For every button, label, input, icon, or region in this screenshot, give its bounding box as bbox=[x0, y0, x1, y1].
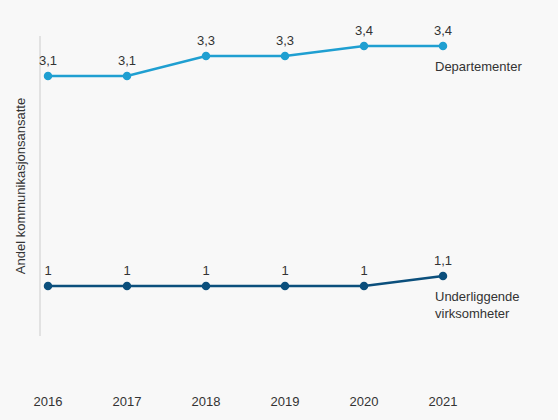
svg-text:3,1: 3,1 bbox=[118, 53, 136, 68]
svg-text:2020: 2020 bbox=[350, 394, 379, 409]
svg-text:3,4: 3,4 bbox=[434, 23, 452, 38]
svg-text:1: 1 bbox=[44, 263, 51, 278]
svg-text:3,1: 3,1 bbox=[39, 53, 57, 68]
svg-text:2016: 2016 bbox=[34, 394, 63, 409]
svg-text:1: 1 bbox=[360, 263, 367, 278]
svg-text:1: 1 bbox=[202, 263, 209, 278]
svg-text:1,1: 1,1 bbox=[434, 253, 452, 268]
svg-text:3,4: 3,4 bbox=[355, 23, 373, 38]
svg-text:Andel kommunikasjonsansatte: Andel kommunikasjonsansatte bbox=[13, 98, 28, 274]
svg-text:2021: 2021 bbox=[429, 394, 458, 409]
svg-text:3,3: 3,3 bbox=[276, 33, 294, 48]
svg-text:1: 1 bbox=[281, 263, 288, 278]
svg-text:2017: 2017 bbox=[113, 394, 142, 409]
svg-text:3,3: 3,3 bbox=[197, 33, 215, 48]
svg-text:Underliggendevirksomheter: Underliggendevirksomheter bbox=[435, 289, 520, 321]
svg-text:1: 1 bbox=[123, 263, 130, 278]
svg-text:2018: 2018 bbox=[192, 394, 221, 409]
svg-text:Departementer: Departementer bbox=[435, 59, 522, 74]
svg-text:2019: 2019 bbox=[271, 394, 300, 409]
